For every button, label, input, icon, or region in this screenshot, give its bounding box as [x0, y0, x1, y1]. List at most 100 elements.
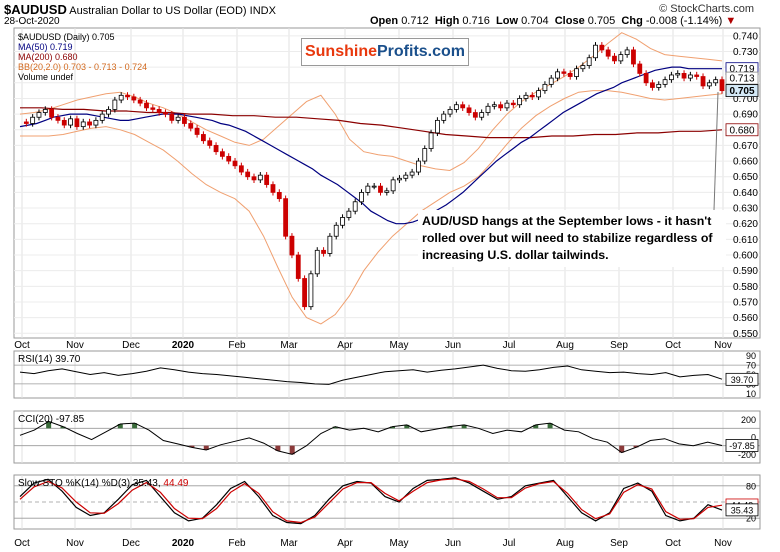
candle-body — [87, 121, 92, 126]
candle-body — [441, 113, 447, 121]
open-label: Open — [370, 15, 399, 27]
y-tick-label: 0.550 — [733, 329, 758, 340]
candle-body — [42, 109, 48, 113]
legend-entry: Volume undef — [18, 72, 74, 82]
candle-body — [61, 119, 67, 126]
candle-body — [435, 119, 440, 134]
symbol: $AUDUSD — [4, 2, 67, 17]
candle-body — [694, 74, 700, 77]
candle-body — [403, 174, 409, 179]
ohlc-readout: Open 0.712 High 0.716 Low 0.704 Close 0.… — [370, 15, 736, 27]
candle-body — [416, 160, 421, 173]
x-tick-label: Dec — [122, 340, 140, 351]
candle-body — [182, 116, 187, 124]
candle-body — [605, 49, 611, 57]
candle-body — [599, 44, 605, 51]
candle-body — [23, 121, 29, 124]
candle-body — [472, 112, 478, 118]
candle-body — [340, 217, 345, 226]
candle-body — [112, 99, 118, 110]
sto-line-pct-D — [19, 478, 723, 524]
stockcharts-watermark: © StockCharts.com — [659, 3, 754, 15]
candle-body — [409, 171, 415, 176]
candle-body — [270, 184, 276, 193]
x-tick-label: Dec — [122, 538, 140, 549]
cci-y-tick: 200 — [741, 415, 756, 425]
candle-body — [245, 171, 251, 178]
annotation-box: AUD/USD hangs at the September lows - it… — [418, 210, 726, 267]
x-tick-label: Mar — [280, 340, 298, 351]
x-tick-label: Oct — [14, 340, 30, 351]
sunshine-profits-logo: SunshineProfits.com — [301, 38, 469, 66]
candle-body — [68, 118, 73, 126]
candle-body — [213, 145, 219, 153]
candle-body — [346, 210, 352, 218]
candle-body — [264, 174, 270, 185]
cci-y-tick: -200 — [738, 450, 756, 460]
candle-body — [669, 74, 674, 81]
candle-body — [194, 127, 200, 135]
candle-body — [333, 224, 339, 237]
sto-y-tick: 80 — [746, 481, 756, 491]
logo-part1: Sunshine — [304, 43, 377, 60]
candle-body — [681, 73, 687, 79]
x-tick-label: Sep — [610, 340, 628, 351]
candle-body — [719, 79, 725, 92]
x-tick-label: Jul — [503, 340, 516, 351]
sto-last-value: 35.43 — [731, 505, 754, 515]
candle-body — [371, 185, 377, 188]
last-value-box — [725, 84, 759, 98]
x-tick-label: Feb — [228, 538, 246, 549]
legend-entry: $AUDUSD (Daily) 0.705 — [18, 32, 115, 42]
y-tick-label: 0.730 — [733, 47, 758, 58]
y-tick-label: 0.690 — [733, 110, 758, 121]
candle-body — [175, 116, 181, 121]
candle-body — [295, 254, 301, 279]
candle-body — [125, 94, 130, 98]
sto-title-part: Slow STO %K(14) %D(3) 35.43, — [18, 478, 161, 489]
candle-body — [276, 191, 282, 200]
rsi-line — [19, 364, 723, 385]
panel-rsi — [13, 350, 761, 399]
candle-body — [466, 107, 472, 113]
candle-body — [201, 134, 206, 142]
candle-body — [55, 116, 61, 121]
y-tick-label: 0.650 — [733, 172, 758, 183]
cci-line — [19, 420, 723, 455]
x-tick-label: Nov — [66, 340, 84, 351]
close-value: 0.705 — [587, 15, 616, 27]
candle-body — [131, 96, 137, 101]
candle-body — [302, 278, 307, 308]
candle-body — [567, 73, 573, 77]
x-tick-label: Aug — [556, 538, 574, 549]
candle-body — [485, 105, 491, 113]
candle-body — [352, 201, 358, 212]
candle-body — [447, 109, 453, 115]
candle-body — [713, 79, 719, 84]
candle-body — [308, 273, 314, 308]
x-tick-label: Oct — [665, 340, 681, 351]
candle-body — [219, 151, 225, 157]
candle-body — [251, 176, 257, 181]
x-tick-label: Nov — [66, 538, 84, 549]
candle-body — [491, 104, 497, 107]
rsi-last-box — [725, 372, 759, 386]
candle-body — [314, 249, 320, 275]
candle-body — [321, 249, 326, 254]
candle-body — [378, 185, 383, 193]
chg-value: -0.008 (-1.14%) — [645, 15, 723, 27]
candle-body — [555, 71, 560, 79]
chart-date: 28-Oct-2020 — [4, 16, 60, 27]
candle-body — [637, 63, 643, 74]
candle-body — [580, 65, 586, 70]
candle-body — [257, 174, 263, 181]
candle-body — [232, 160, 238, 167]
description: Australian Dollar to US Dollar (EOD) — [69, 5, 247, 17]
rsi-y-tick: 90 — [746, 351, 756, 361]
cci-last-value: -97.85 — [729, 441, 755, 451]
chg-label: Chg — [621, 15, 643, 27]
x-tick-label: Apr — [337, 538, 353, 549]
candle-body — [118, 94, 124, 101]
candle-body — [163, 112, 168, 115]
